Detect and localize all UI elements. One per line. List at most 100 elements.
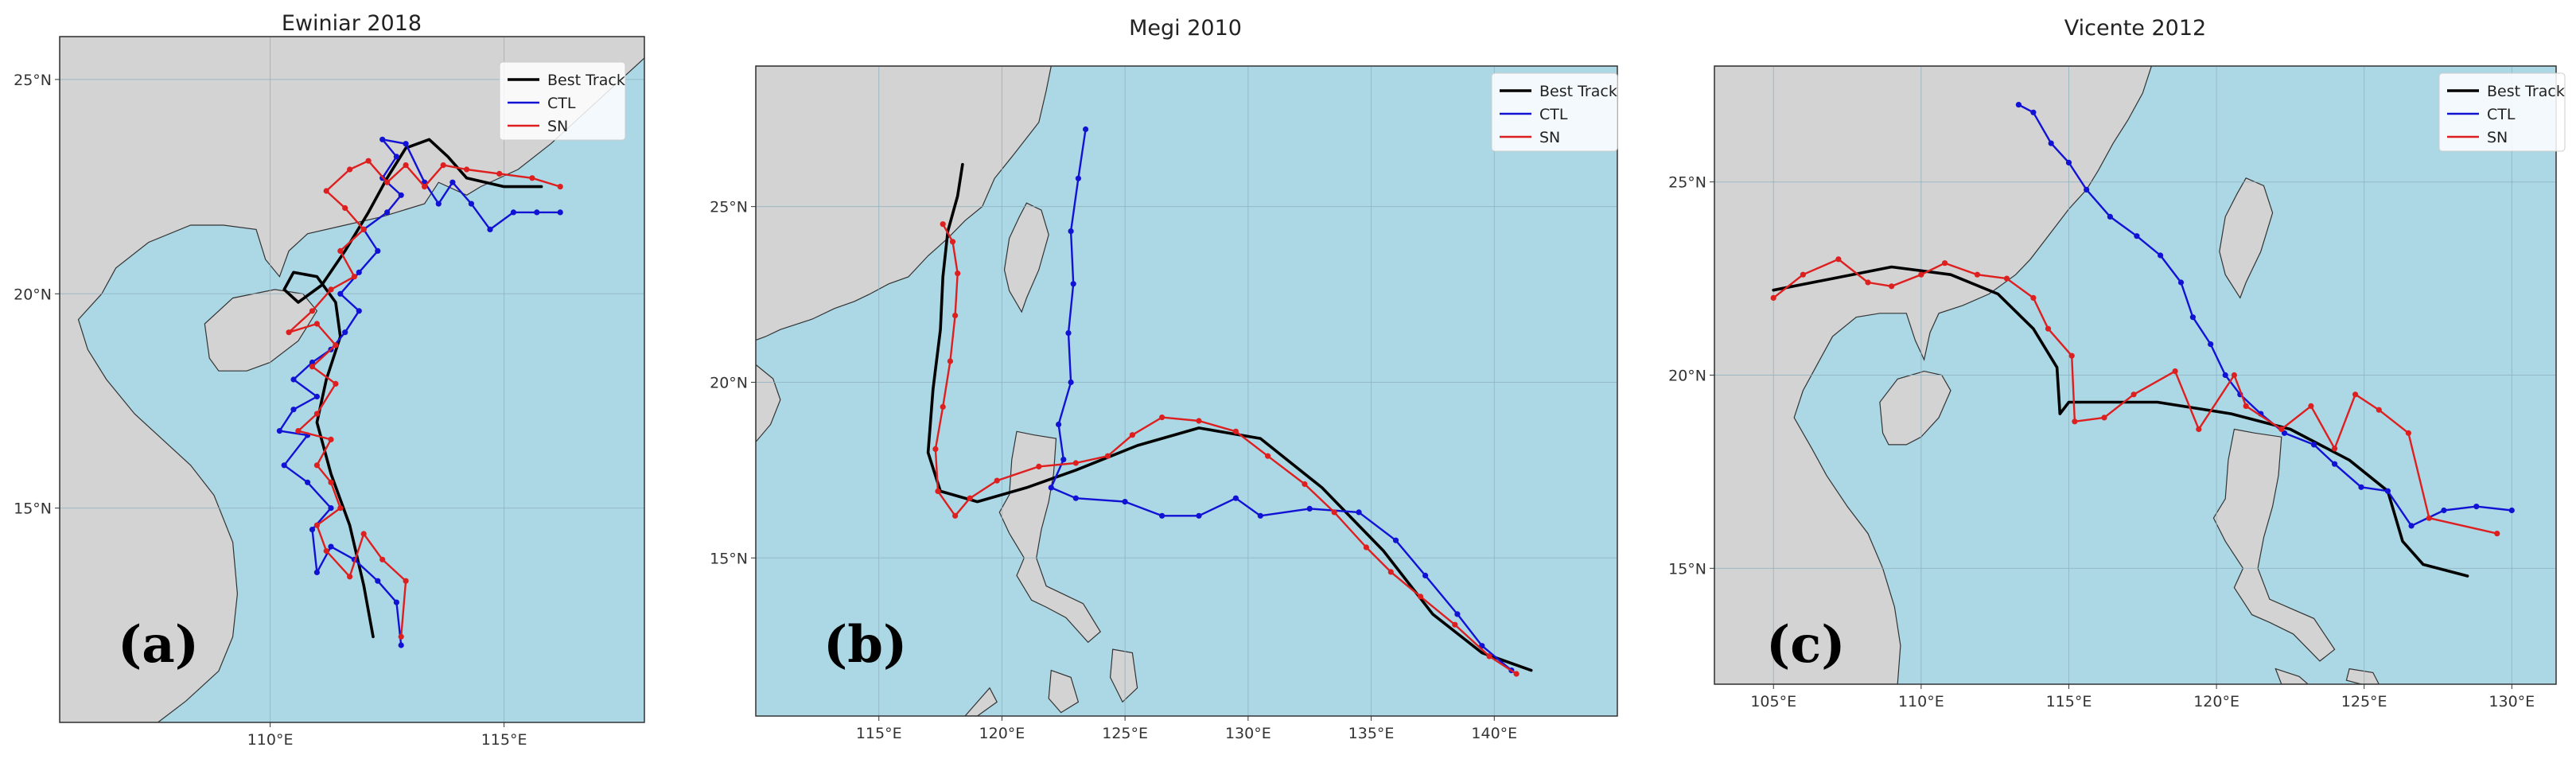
sn-track-point bbox=[1196, 418, 1202, 424]
land-mass bbox=[1714, 66, 2153, 684]
land-mass bbox=[1879, 370, 1951, 446]
lon-tick-label: 125°E bbox=[2341, 693, 2387, 710]
land-mass bbox=[60, 37, 644, 722]
sn-track-point bbox=[323, 188, 329, 194]
lon-tick-label: 125°E bbox=[1102, 725, 1148, 742]
sn-track-point bbox=[1036, 463, 1042, 470]
lat-tick-label: 20°N bbox=[14, 286, 52, 303]
legend-best-track-label: Best Track bbox=[547, 72, 625, 89]
best-track-line bbox=[926, 162, 1533, 672]
land-mass bbox=[1048, 669, 1080, 714]
sn-track-point bbox=[1974, 271, 1980, 278]
ctl-track-point bbox=[510, 209, 517, 216]
sn-track-point bbox=[1387, 569, 1394, 575]
lat-tick-label: 15°N bbox=[1668, 560, 1706, 578]
sn-track-point bbox=[2376, 407, 2382, 413]
sn-track-point bbox=[1865, 279, 1871, 286]
sn-track-point bbox=[347, 574, 353, 580]
ctl-track-point bbox=[2065, 159, 2072, 165]
panel-label: (b) bbox=[823, 615, 907, 675]
ctl-track-point bbox=[468, 200, 475, 207]
lat-tick-label: 15°N bbox=[14, 500, 52, 518]
lon-tick-label: 120°E bbox=[2193, 693, 2239, 710]
sn-track-point bbox=[351, 274, 357, 280]
lon-tick-label: 120°E bbox=[979, 725, 1025, 742]
ctl-track-line bbox=[1050, 128, 1513, 671]
ctl-track-point bbox=[313, 569, 320, 576]
ctl-track-point bbox=[435, 200, 442, 207]
ctl-track-point bbox=[2158, 252, 2164, 259]
ctl-track-point bbox=[2084, 186, 2090, 193]
ctl-track-point bbox=[379, 136, 386, 142]
sn-track-point bbox=[464, 166, 470, 173]
sn-track-point bbox=[1452, 621, 1458, 628]
sn-track-point bbox=[940, 403, 946, 410]
ctl-track-point bbox=[1159, 512, 1165, 519]
ctl-track-point bbox=[2208, 341, 2214, 348]
sn-track-point bbox=[1889, 283, 1895, 290]
ctl-track-point bbox=[1065, 330, 1072, 337]
sn-track-point bbox=[422, 184, 428, 190]
sn-track-point bbox=[295, 428, 302, 434]
ctl-track-point bbox=[2189, 314, 2196, 321]
ctl-track-point bbox=[356, 308, 362, 314]
sn-track-point bbox=[360, 226, 367, 232]
lon-tick-label: 105°E bbox=[1750, 693, 1796, 710]
lat-tick-label: 25°N bbox=[710, 199, 748, 216]
map-content bbox=[60, 37, 644, 722]
sn-track-point bbox=[2426, 515, 2432, 521]
sn-track-point bbox=[2068, 352, 2075, 359]
lat-tick-label: 25°N bbox=[14, 72, 52, 89]
sn-track-point bbox=[2231, 372, 2237, 379]
sn-track-point bbox=[557, 184, 563, 190]
sn-track-point bbox=[313, 411, 320, 417]
sn-track-point bbox=[328, 479, 334, 485]
ctl-track-point bbox=[2332, 461, 2338, 467]
panel-label: (a) bbox=[118, 615, 199, 675]
land-mass bbox=[756, 364, 781, 443]
legend: Best Track CTL SN bbox=[499, 61, 626, 141]
lat-tick-label: 15°N bbox=[710, 550, 748, 567]
sn-track-point bbox=[1363, 544, 1369, 551]
sn-track-point bbox=[1302, 481, 1308, 488]
sn-track-point bbox=[333, 342, 339, 348]
sn-track-point bbox=[1265, 453, 1271, 459]
land-mass bbox=[2345, 668, 2379, 684]
sn-track-point bbox=[1129, 432, 1135, 438]
sn-track-point bbox=[2494, 531, 2500, 537]
sn-track-point bbox=[2196, 426, 2202, 433]
land-mass bbox=[2212, 428, 2336, 662]
lon-tick-label: 115°E bbox=[856, 725, 902, 742]
land-mass bbox=[756, 66, 1052, 341]
panel-title: Megi 2010 bbox=[1129, 16, 1242, 41]
sn-track-point bbox=[1072, 460, 1079, 466]
map-panel-b: Megi 2010 115°E 120°E 125°E 130°E 135°E 140°E 1… bbox=[710, 16, 1618, 742]
ctl-track-point bbox=[1072, 495, 1079, 501]
ctl-track-point bbox=[1070, 281, 1076, 287]
sn-track-point bbox=[2243, 403, 2249, 409]
sn-track-point bbox=[403, 162, 409, 169]
sn-track-point bbox=[328, 286, 334, 293]
sn-track-point bbox=[328, 436, 334, 443]
map-content bbox=[1714, 66, 2556, 684]
legend-best-track-label: Best Track bbox=[2487, 83, 2565, 100]
ctl-track-point bbox=[2134, 233, 2140, 239]
sn-track-point bbox=[947, 358, 953, 364]
ctl-track-point bbox=[1392, 537, 1399, 543]
sn-track-point bbox=[1800, 271, 1806, 278]
sn-track-point bbox=[2003, 275, 2010, 282]
sn-track-point bbox=[403, 578, 409, 584]
sn-track-point bbox=[529, 175, 535, 181]
lon-tick-label: 130°E bbox=[1225, 725, 1271, 742]
sn-track-point bbox=[2405, 430, 2411, 436]
ctl-track-point bbox=[398, 192, 404, 198]
ctl-track-point bbox=[2508, 507, 2515, 514]
sn-track-point bbox=[2172, 368, 2178, 375]
ctl-track-point bbox=[449, 179, 456, 185]
ctl-track-point bbox=[1454, 611, 1461, 617]
sn-track-point bbox=[1770, 294, 1776, 301]
ctl-track-point bbox=[1068, 379, 1074, 386]
sn-track-point bbox=[952, 313, 959, 319]
sn-track-point bbox=[2332, 446, 2338, 452]
